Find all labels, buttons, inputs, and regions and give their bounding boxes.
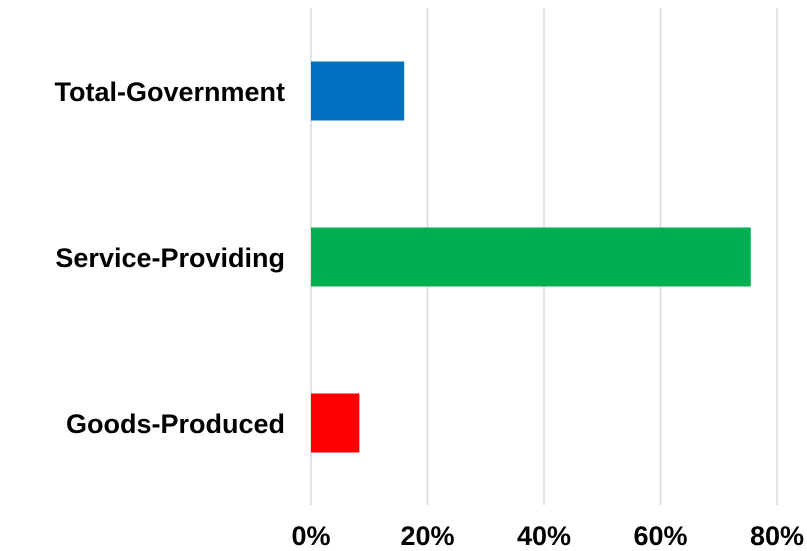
x-tick-label-60: 60% xyxy=(633,521,687,551)
category-labels: Total-Government Service-Providing Goods-P… xyxy=(54,77,285,439)
category-label-goods-produced: Goods-Produced xyxy=(66,409,285,439)
bars xyxy=(311,61,751,453)
x-tick-label-80: 80% xyxy=(750,521,804,551)
x-tick-label-20: 20% xyxy=(400,521,454,551)
x-tick-label-40: 40% xyxy=(517,521,571,551)
bar-service-providing xyxy=(311,227,751,287)
category-label-service-providing: Service-Providing xyxy=(55,243,285,273)
category-label-total-government: Total-Government xyxy=(54,77,285,107)
x-tick-label-0: 0% xyxy=(291,521,330,551)
bar-total-government xyxy=(311,61,405,121)
bar-goods-produced xyxy=(311,393,360,453)
x-axis-tick-labels: 0% 20% 40% 60% 80% xyxy=(291,521,804,551)
